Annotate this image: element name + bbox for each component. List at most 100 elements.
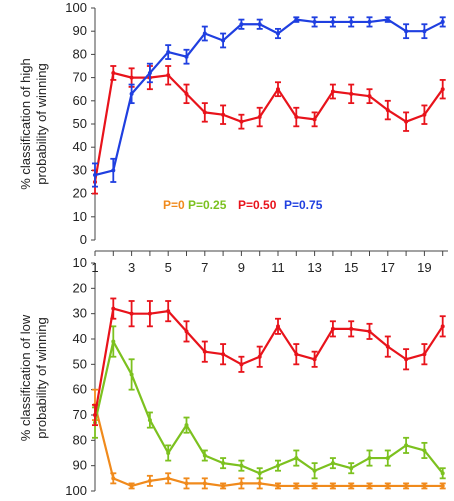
bottom-y-tick-label: 80 xyxy=(73,432,87,447)
bottom-data-point xyxy=(440,324,445,329)
top-data-point xyxy=(312,117,317,122)
bottom-data-point xyxy=(349,466,354,471)
top-data-point xyxy=(129,91,134,96)
top-data-point xyxy=(221,38,226,43)
bottom-data-point xyxy=(202,453,207,458)
bottom-data-point xyxy=(111,306,116,311)
bottom-data-point xyxy=(166,451,171,455)
bottom-y-tick-label: 90 xyxy=(73,458,87,473)
x-tick-label: 15 xyxy=(344,260,358,275)
bottom-data-point xyxy=(440,471,445,476)
bottom-y-tick-label: 30 xyxy=(73,306,87,321)
bottom-y-tick-label: 60 xyxy=(73,382,87,397)
x-tick-label: 17 xyxy=(381,260,395,275)
top-data-point xyxy=(257,22,262,27)
top-data-point xyxy=(202,110,207,115)
top-data-point xyxy=(385,108,390,113)
top-y-tick-label: 30 xyxy=(73,162,87,177)
bottom-data-point xyxy=(312,468,317,473)
bottom-data-point xyxy=(111,339,116,344)
bottom-data-point xyxy=(111,476,116,481)
legend-item: P=0.75 xyxy=(284,198,323,212)
top-y-tick-label: 40 xyxy=(73,139,87,154)
top-data-point xyxy=(202,31,207,36)
bottom-data-point xyxy=(385,483,390,488)
x-tick-label: 19 xyxy=(417,260,431,275)
bottom-data-point xyxy=(404,443,409,448)
top-y-tick-label: 50 xyxy=(73,116,87,131)
bottom-panel: 10 20 30 40 50 60 70 80 90 100 % classification of… xyxy=(18,250,448,498)
top-y-tick-label: 70 xyxy=(73,70,87,85)
bottom-data-point xyxy=(257,481,262,486)
top-data-point xyxy=(312,19,317,24)
bottom-y-tick-label: 50 xyxy=(73,356,87,371)
top-data-point xyxy=(404,119,409,124)
bottom-data-point xyxy=(312,357,317,362)
top-data-point xyxy=(166,73,171,78)
bottom-data-point xyxy=(349,326,354,331)
bottom-data-point xyxy=(330,483,335,488)
bottom-data-point xyxy=(184,423,189,428)
bottom-y-tick-label: 20 xyxy=(73,280,87,295)
top-data-point xyxy=(111,168,116,173)
bottom-data-point xyxy=(276,463,280,468)
x-tick-label: 7 xyxy=(201,260,208,275)
legend-item: P=0.25 xyxy=(188,198,227,212)
top-data-point xyxy=(239,119,244,124)
top-data-point xyxy=(404,29,409,34)
bottom-series-P=0.50 xyxy=(92,297,446,427)
bottom-data-point xyxy=(349,483,354,488)
bottom-data-point xyxy=(404,483,409,488)
bottom-y-axis-label: % classification of lowprobability of wi… xyxy=(18,314,49,441)
top-data-point xyxy=(440,19,445,24)
bottom-data-point xyxy=(93,413,97,417)
bottom-data-point xyxy=(221,461,226,466)
bottom-data-point xyxy=(312,483,317,488)
bottom-data-point xyxy=(385,456,390,461)
bottom-data-point xyxy=(239,362,244,367)
bottom-data-point xyxy=(257,354,262,359)
top-y-tick-label: 10 xyxy=(73,209,87,224)
top-data-point xyxy=(349,91,354,96)
x-tick-label: 13 xyxy=(307,260,321,275)
bottom-data-point xyxy=(422,352,427,357)
bottom-data-point xyxy=(294,352,299,357)
bottom-series-line xyxy=(93,340,444,475)
bottom-y-tick-label: 70 xyxy=(73,407,87,422)
bottom-data-point xyxy=(147,311,152,316)
bottom-y-tick-label: 40 xyxy=(73,331,87,346)
top-y-tick-label: 20 xyxy=(73,186,87,201)
bottom-data-point xyxy=(367,329,372,334)
top-data-point xyxy=(184,91,189,96)
bottom-data-point xyxy=(367,483,372,488)
top-series-P=0.75 xyxy=(92,16,446,188)
top-data-point xyxy=(276,31,280,36)
top-y-tick-label: 60 xyxy=(73,93,87,108)
top-y-axis-label: % classification of highprobability of w… xyxy=(18,58,49,190)
top-data-point xyxy=(221,112,226,117)
bottom-data-point xyxy=(147,478,152,483)
bottom-data-point xyxy=(129,372,134,377)
x-tick-label: 5 xyxy=(165,260,172,275)
bottom-y-axis-label-line: probability of winning xyxy=(34,317,49,438)
top-y-axis-label-line: % classification of high xyxy=(18,58,33,190)
bottom-series-P=0 xyxy=(92,388,446,490)
bottom-data-point xyxy=(221,483,226,488)
x-tick-label: 1 xyxy=(91,260,98,275)
top-series-P=0.50 xyxy=(92,65,446,195)
top-data-point xyxy=(330,89,335,94)
bottom-data-point xyxy=(166,309,171,314)
top-series-line xyxy=(94,18,444,177)
bottom-data-point xyxy=(294,483,299,488)
bottom-data-point xyxy=(184,329,189,334)
bottom-data-point xyxy=(184,481,189,486)
bottom-data-point xyxy=(404,357,409,362)
top-data-point xyxy=(440,87,445,92)
bottom-data-point xyxy=(257,471,262,476)
bottom-data-point xyxy=(294,456,299,461)
bottom-y-tick-label: 100 xyxy=(65,483,87,498)
bottom-series-P=0.25 xyxy=(92,325,446,480)
bottom-y-axis-label-line: % classification of low xyxy=(18,314,33,441)
top-y-axis-label-line: probability of winning xyxy=(34,63,49,184)
